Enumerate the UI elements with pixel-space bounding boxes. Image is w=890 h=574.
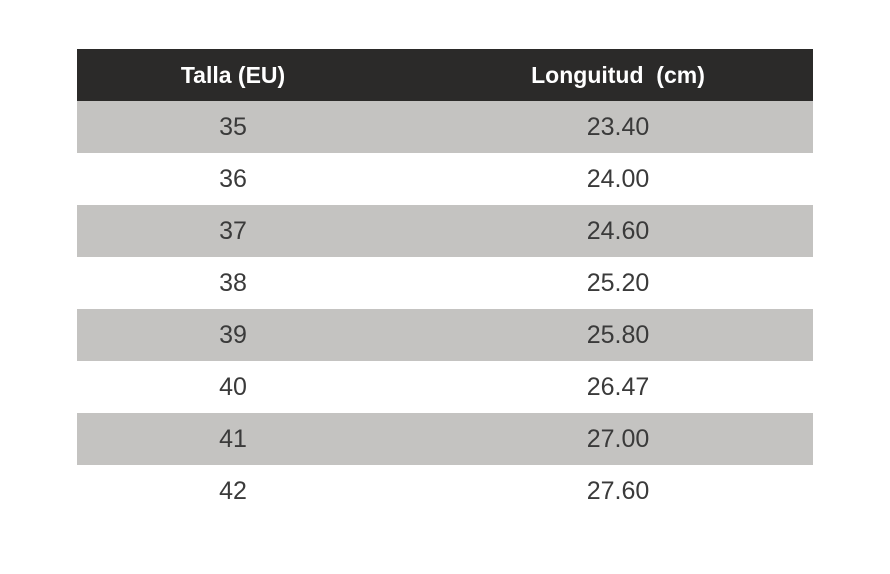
table-row: 40 26.47 — [77, 361, 813, 413]
table-cell: 24.00 — [586, 165, 650, 193]
table-row: 39 25.80 — [77, 309, 813, 361]
header-cell: Talla (EU) — [180, 62, 286, 88]
table-cell: 27.60 — [586, 477, 650, 505]
table-row: 35 23.40 — [77, 101, 813, 153]
table-cell: 39 — [219, 321, 247, 349]
table-cell: 37 — [219, 217, 247, 245]
table-row: 36 24.00 — [77, 153, 813, 205]
table-row: 42 27.60 — [77, 465, 813, 517]
table-row: 37 24.60 — [77, 205, 813, 257]
table-cell: 24.60 — [586, 217, 650, 245]
size-table: Talla (EU) Longuitud (cm) 35 23.40 36 24.00… — [77, 49, 813, 517]
table-row: 38 25.20 — [77, 257, 813, 309]
table-cell: 27.00 — [586, 425, 650, 453]
header-row: Talla (EU) Longuitud (cm) — [77, 49, 813, 101]
table-cell: 35 — [219, 113, 247, 141]
table-cell: 36 — [219, 165, 247, 193]
table-row: 41 27.00 — [77, 413, 813, 465]
table-cell: 25.20 — [586, 269, 650, 297]
table-cell: 23.40 — [586, 113, 650, 141]
table-cell: 38 — [219, 269, 247, 297]
table-cell: 42 — [219, 477, 247, 505]
header-cell: Longuitud (cm) — [531, 62, 705, 88]
table-cell: 26.47 — [586, 373, 650, 401]
table-cell: 40 — [219, 373, 247, 401]
table-cell: 41 — [219, 425, 247, 453]
table-cell: 25.80 — [586, 321, 650, 349]
